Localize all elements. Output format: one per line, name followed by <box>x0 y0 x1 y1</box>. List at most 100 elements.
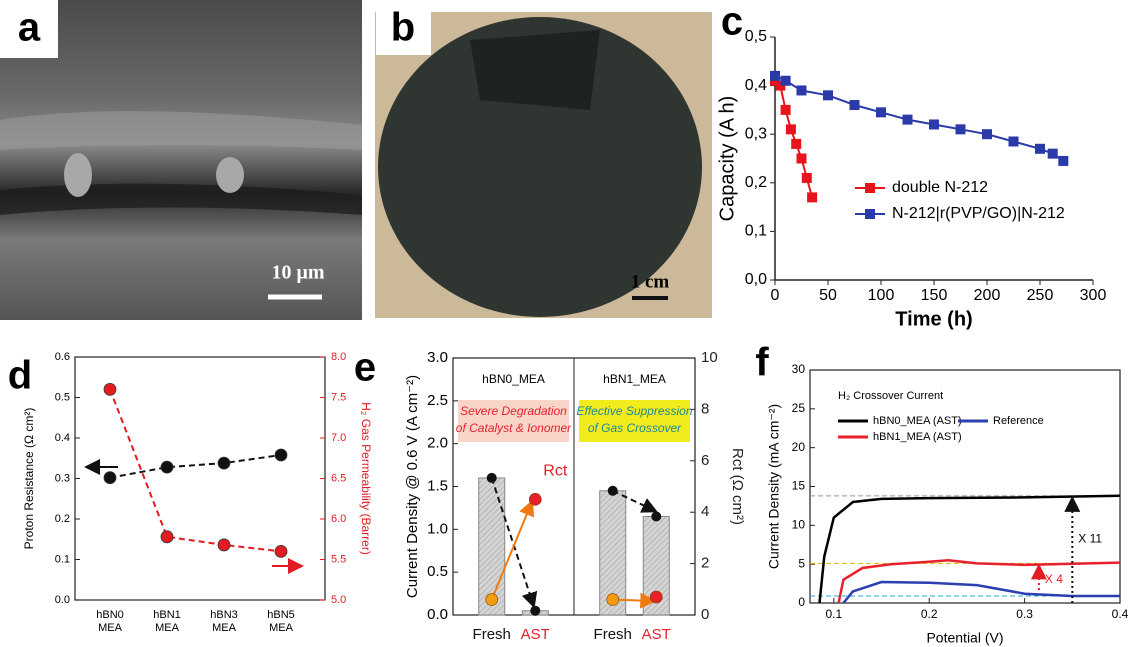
annotation: of Catalyst & Ionomer <box>456 421 572 435</box>
trend-arrow <box>490 499 535 600</box>
x-tick-label: MEA <box>212 622 237 634</box>
x-axis-label: Potential (V) <box>926 630 1003 646</box>
point <box>780 104 791 115</box>
point <box>982 129 992 140</box>
y-tick-label: 1.0 <box>427 520 448 537</box>
point <box>160 530 174 544</box>
annotation: Severe Degradation <box>460 404 567 418</box>
point <box>1035 143 1045 154</box>
point <box>103 471 117 485</box>
panel-label: d <box>8 354 32 398</box>
y2-tick-label: 4 <box>701 503 709 520</box>
y-tick-label: 0.0 <box>55 594 70 606</box>
y-tick-label: 2.0 <box>427 435 448 452</box>
point <box>530 605 541 616</box>
y2-tick-label: 5.0 <box>331 594 346 606</box>
point <box>929 119 939 130</box>
point <box>955 124 966 135</box>
y-tick-label: 0,4 <box>745 77 767 94</box>
annotation: Effective Suppression <box>576 404 692 418</box>
y2-tick-label: 8 <box>701 400 709 417</box>
series-line <box>109 389 282 553</box>
point <box>274 448 288 462</box>
point <box>651 511 662 522</box>
y2-tick-label: 6.5 <box>331 472 346 484</box>
y-tick-label: 1.5 <box>427 477 448 494</box>
y-axis-label: Current Density @ 0.6 V (A cm⁻²) <box>404 375 421 598</box>
x-tick-label: 0 <box>771 287 780 304</box>
scale-bar-label: 1 cm <box>631 271 670 292</box>
point <box>486 472 497 483</box>
panel-label: e <box>354 346 376 390</box>
point <box>528 493 542 506</box>
y-tick-label: 25 <box>792 401 806 415</box>
y-tick-label: 3.0 <box>427 349 448 366</box>
panel-label: a <box>18 6 41 50</box>
y-tick-label: 0.3 <box>55 472 70 484</box>
y2-tick-label: 6.0 <box>331 513 346 525</box>
y-tick-label: 0,2 <box>745 174 767 191</box>
annotation: X 11 <box>1078 532 1102 546</box>
point <box>807 192 818 203</box>
y2-tick-label: 0 <box>701 606 709 623</box>
x-axis-label: Time (h) <box>895 308 972 330</box>
point <box>160 460 174 474</box>
panel-label: c <box>721 0 743 44</box>
y2-tick-label: 2 <box>701 555 709 572</box>
legend-marker <box>865 183 875 193</box>
trend-arrow <box>612 489 658 513</box>
y-axis-label: Capacity (A h) <box>716 96 738 222</box>
point <box>103 382 117 396</box>
point <box>1058 155 1069 166</box>
y-tick-label: 0.4 <box>55 432 70 444</box>
y-tick-label: 0 <box>798 595 805 609</box>
y2-tick-label: 7.0 <box>331 432 346 444</box>
y2-axis-label: Rct (Ω cm²) <box>729 448 746 525</box>
y-tick-label: 0,1 <box>745 223 767 240</box>
scale-bar-label: 10 μm <box>272 262 325 284</box>
legend-label: Reference <box>993 415 1044 427</box>
x-tick-label: 0.2 <box>921 607 938 621</box>
point <box>791 138 802 149</box>
point <box>649 590 663 604</box>
x-tick-label: 250 <box>1027 287 1054 304</box>
x-tick-label: 0.3 <box>1016 607 1033 621</box>
x-tick-label: AST <box>642 626 671 643</box>
point <box>1047 148 1058 159</box>
point <box>274 545 288 558</box>
legend-label: double N-212 <box>892 179 988 196</box>
trend-arrow <box>490 477 538 609</box>
point <box>796 153 807 164</box>
series-line <box>109 454 282 479</box>
point <box>1008 136 1019 147</box>
y-tick-label: 0,3 <box>745 125 767 142</box>
annotation: of Gas Crossover <box>588 421 682 435</box>
point <box>217 538 231 552</box>
x-tick-label: 50 <box>819 287 837 304</box>
point <box>902 114 913 125</box>
series-line <box>818 494 1121 604</box>
x-tick-label: hBN1 <box>153 609 181 621</box>
annotation: X 4 <box>1045 572 1063 586</box>
point <box>217 456 231 470</box>
point <box>770 70 780 81</box>
y2-axis-label: H₂ Gas Permeability (Barrer) <box>359 402 373 555</box>
x-tick-label: 300 <box>1080 287 1107 304</box>
point <box>607 485 618 496</box>
x-tick-label: MEA <box>155 622 180 634</box>
y-tick-label: 5 <box>798 556 805 570</box>
point <box>823 90 833 101</box>
y-tick-label: 0.5 <box>55 391 70 403</box>
x-tick-label: 0.4 <box>1112 607 1129 621</box>
series-line <box>837 559 1121 604</box>
x-tick-label: MEA <box>98 622 123 634</box>
legend-label: hBN0_MEA (AST) <box>873 415 962 427</box>
y-tick-label: 0.2 <box>55 513 70 525</box>
point <box>485 593 499 606</box>
legend-marker <box>865 209 875 219</box>
y2-tick-label: 7.5 <box>331 391 346 403</box>
y-axis-label: Current Density (mA cm⁻²) <box>766 404 782 569</box>
legend-title: H₂ Crossover Current <box>838 390 943 402</box>
y2-tick-label: 10 <box>701 349 718 366</box>
